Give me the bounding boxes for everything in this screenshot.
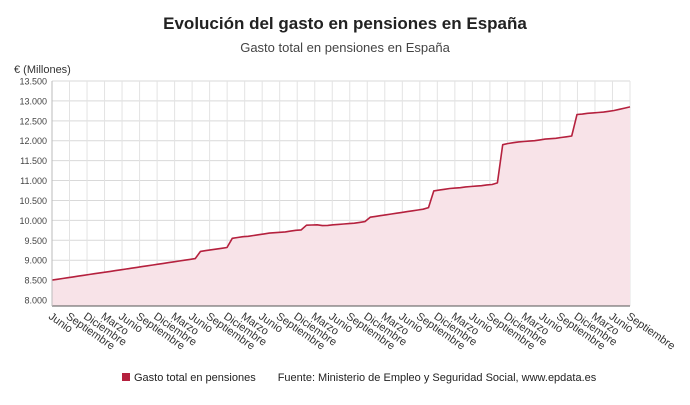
x-tick-labels: JunioSeptiembreDiciembreMarzoJunioSeptie… bbox=[46, 311, 677, 353]
x-tick-label: Septiembre bbox=[624, 311, 677, 353]
y-tick-label: 13.000 bbox=[19, 96, 47, 106]
y-tick-labels: 8.000 8.500 9.000 9.500 10.000 10.500 11.000 11… bbox=[19, 77, 47, 306]
y-tick-label: 9.500 bbox=[24, 236, 47, 246]
series-line-group bbox=[51, 106, 631, 281]
y-tick-label: 10.500 bbox=[19, 196, 47, 206]
y-tick-label: 8.000 bbox=[24, 296, 47, 306]
axes bbox=[51, 81, 630, 307]
y-axis-label: € (Millones) bbox=[14, 64, 71, 76]
y-tick-label: 13.500 bbox=[19, 77, 47, 87]
legend-label: Gasto total en pensiones bbox=[134, 372, 256, 384]
y-tick-label: 9.000 bbox=[24, 256, 47, 266]
area-fill-group bbox=[52, 106, 630, 307]
legend: Gasto total en pensiones Fuente: Minister… bbox=[122, 372, 596, 384]
legend-swatch bbox=[122, 373, 130, 381]
y-tick-label: 12.000 bbox=[19, 136, 47, 146]
chart-title: Evolución del gasto en pensiones en Espa… bbox=[163, 14, 527, 33]
y-tick-label: 8.500 bbox=[24, 276, 47, 286]
chart-subtitle: Gasto total en pensiones en España bbox=[240, 40, 450, 55]
y-tick-label: 10.000 bbox=[19, 216, 47, 226]
source-note: Fuente: Ministerio de Empleo y Seguridad… bbox=[277, 372, 597, 384]
y-tick-label: 12.500 bbox=[19, 116, 47, 126]
y-tick-label: 11.000 bbox=[20, 176, 47, 186]
y-tick-label: 11.500 bbox=[20, 156, 47, 166]
series-line bbox=[51, 106, 631, 281]
area-fill bbox=[52, 106, 630, 307]
